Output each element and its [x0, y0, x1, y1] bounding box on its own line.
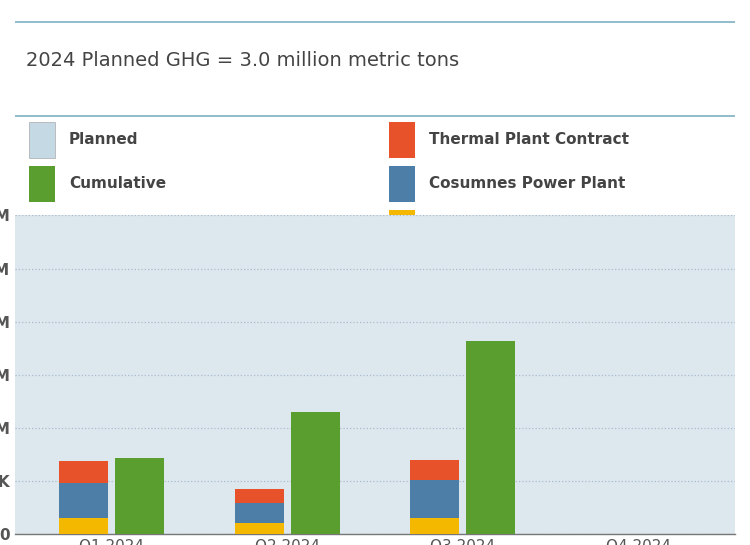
Text: Cosumnes Power Plant: Cosumnes Power Plant: [429, 176, 626, 191]
Bar: [235, 524, 284, 534]
Bar: [410, 461, 459, 480]
Text: Cumulative: Cumulative: [69, 176, 166, 191]
Text: Cogens & Peaker Plants: Cogens & Peaker Plants: [429, 220, 634, 235]
Bar: [59, 518, 108, 534]
Bar: [235, 489, 284, 503]
Bar: [59, 483, 108, 518]
Text: Thermal Plant Contract: Thermal Plant Contract: [429, 132, 629, 147]
Text: Planned: Planned: [69, 132, 139, 147]
FancyBboxPatch shape: [29, 122, 55, 158]
Bar: [291, 412, 340, 534]
Bar: [59, 461, 108, 483]
FancyBboxPatch shape: [389, 122, 415, 158]
FancyBboxPatch shape: [389, 166, 415, 202]
Bar: [466, 341, 515, 534]
Bar: [410, 518, 459, 534]
FancyBboxPatch shape: [389, 209, 415, 245]
Bar: [235, 503, 284, 524]
Bar: [410, 480, 459, 518]
Bar: [115, 458, 164, 534]
Text: 2024 Planned GHG = 3.0 million metric tons: 2024 Planned GHG = 3.0 million metric to…: [26, 51, 459, 70]
FancyBboxPatch shape: [29, 166, 55, 202]
